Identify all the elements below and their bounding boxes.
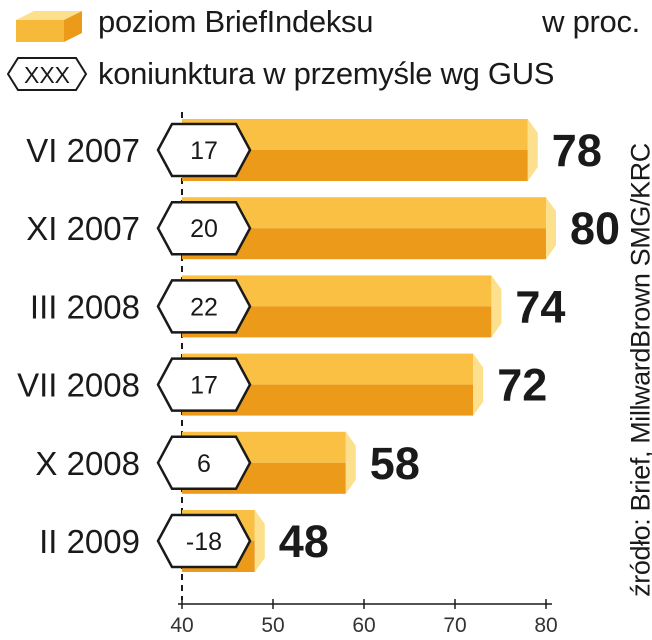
source-note: źródło: Brief, MillwardBrown SMG/KRC [626,118,652,623]
x-tick-label: 60 [352,614,375,637]
category-label: XI 2007 [26,210,140,247]
legend-item-index: poziom BriefIndeksu [6,0,373,44]
unit-label: w proc. [542,4,640,39]
bar-chart: VI 2007 17 78 XI 2007 20 80 III 2008 22 74 VII 20… [17,112,620,637]
bar-end-face [491,275,502,338]
x-tick-label: 80 [534,614,557,637]
legend-gus-label: koniunktura w przemyśle wg GUS [98,56,555,91]
gus-badge [156,435,252,491]
bar-end-face [527,119,538,181]
category-label: VI 2007 [26,132,140,169]
category-label: X 2008 [35,445,140,482]
cube-icon [16,11,82,42]
bar-end-face [254,510,265,572]
bar-end-face [345,431,356,494]
gus-value-label: 20 [190,215,218,243]
gus-badge [156,200,252,256]
value-label: 80 [570,203,620,254]
category-label: II 2009 [39,523,140,560]
gus-value-label: 17 [190,372,218,400]
gus-badge [156,513,252,569]
value-label: 74 [515,281,565,332]
x-tick-label: 50 [261,614,284,637]
value-label: 72 [497,360,547,411]
gus-badge [156,122,252,178]
bar-end-face [473,353,484,416]
gus-value-label: 17 [190,137,218,165]
bar-end-face [546,197,556,260]
hexagon-badge-icon: XXX [6,57,88,91]
category-label: III 2008 [30,288,140,325]
value-label: 78 [552,125,602,176]
x-tick-label: 40 [170,614,193,637]
value-label: 48 [279,516,329,567]
gus-value-label: 22 [190,293,218,321]
legend-gus-symbol: XXX [24,62,70,88]
source-text: źródło: Brief, MillwardBrown SMG/KRC [625,143,652,597]
gus-badge [156,279,252,334]
legend-item-gus: XXX koniunktura w przemyśle wg GUS [6,52,554,96]
category-label: VII 2008 [17,367,140,404]
x-tick-label: 70 [443,614,466,637]
gus-value-label: -18 [186,528,222,556]
gus-value-label: 6 [197,450,211,478]
gus-badge [156,357,252,412]
value-label: 58 [370,438,420,489]
legend-index-label: poziom BriefIndeksu [98,4,374,39]
